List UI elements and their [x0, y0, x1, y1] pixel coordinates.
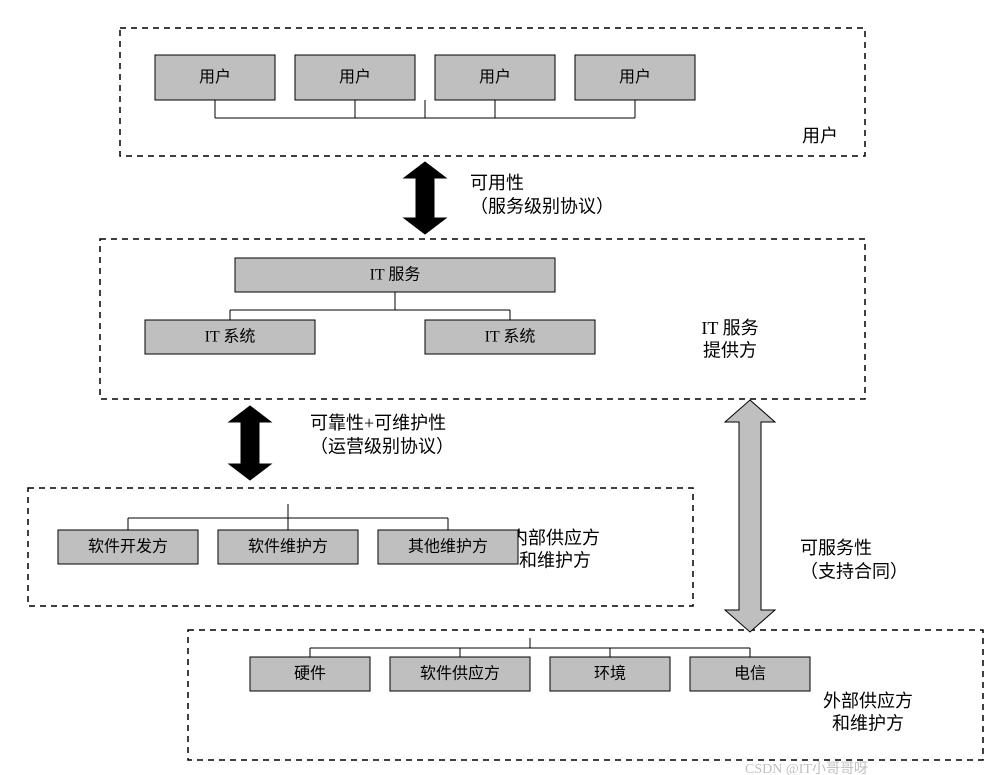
box-label-u4: 用户 — [619, 68, 651, 86]
group-label-internal: 内部供应方和维护方 — [510, 528, 600, 571]
box-label-ext3: 环境 — [594, 664, 626, 683]
box-label-sys2: IT 系统 — [485, 328, 536, 346]
watermark: CSDN @IT小哥哥呀 — [745, 761, 868, 775]
box-label-int2: 软件维护方 — [248, 538, 328, 556]
box-label-u2: 用户 — [339, 68, 371, 86]
group-label-users: 用户 — [802, 126, 838, 146]
box-label-int1: 软件开发方 — [88, 538, 168, 556]
anno-2-l2: （支持合同） — [800, 562, 908, 582]
anno-0-l1: 可用性 — [470, 173, 524, 193]
anno-1-l1: 可靠性+可维护性 — [310, 413, 446, 433]
anno-2-l1: 可服务性 — [800, 538, 872, 558]
box-label-ext2: 软件供应方 — [420, 664, 500, 683]
box-label-ext1: 硬件 — [294, 665, 326, 683]
anno-1-l2: （运营级别协议） — [310, 437, 454, 457]
black-arrow-1 — [229, 406, 271, 480]
diagram-canvas: 用户IT 服务提供方内部供应方和维护方外部供应方和维护方用户用户用户用户IT 服… — [0, 0, 996, 775]
box-label-ext4: 电信 — [734, 665, 766, 683]
box-label-int3: 其他维护方 — [408, 538, 488, 556]
black-arrow-0 — [404, 162, 446, 234]
gray-arrow — [725, 400, 775, 632]
group-label-provider: IT 服务提供方 — [701, 318, 758, 361]
box-label-u3: 用户 — [479, 68, 511, 86]
group-label-external: 外部供应方和维护方 — [823, 691, 913, 734]
anno-0-l2: （服务级别协议） — [470, 197, 614, 217]
box-label-u1: 用户 — [199, 68, 231, 86]
box-label-svc: IT 服务 — [370, 266, 421, 284]
box-label-sys1: IT 系统 — [205, 328, 256, 346]
